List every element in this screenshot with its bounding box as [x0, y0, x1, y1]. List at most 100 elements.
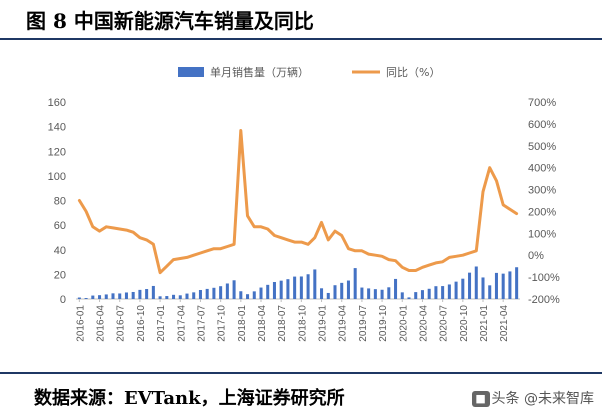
yoy-line — [77, 129, 519, 275]
bar-2020-03 — [414, 292, 418, 299]
legend-bar-swatch — [178, 67, 204, 77]
bar-2019-08 — [367, 288, 371, 299]
bar-2017-11 — [225, 283, 229, 299]
bar-2019-06 — [353, 268, 357, 299]
y-right-tick-label: 400% — [528, 163, 556, 175]
x-tick-label: 2017-10 — [217, 305, 228, 342]
bar-2018-02 — [246, 294, 250, 299]
bar-2016-08 — [124, 292, 128, 299]
watermark-text: 头条 @未来智库 — [491, 391, 594, 407]
y-left-tick-label: 140 — [48, 122, 66, 134]
x-tick-label: 2021-01 — [479, 305, 490, 342]
x-tick-label: 2019-01 — [318, 305, 329, 342]
bar-2020-08 — [447, 284, 451, 299]
y-right-tick-label: 100% — [528, 228, 556, 240]
bar-2017-03 — [172, 294, 176, 299]
bar-2021-06 — [515, 267, 519, 299]
legend-line-label: 同比（%） — [386, 66, 440, 79]
bar-2018-11 — [306, 274, 310, 299]
bar-2016-04 — [98, 295, 102, 299]
bar-2016-07 — [118, 293, 122, 299]
y-left-tick-label: 160 — [48, 97, 66, 109]
bar-2018-07 — [279, 280, 283, 299]
x-tick-label: 2020-01 — [398, 305, 409, 342]
x-tick-label: 2020-04 — [418, 305, 429, 342]
y-left-tick-label: 60 — [54, 220, 66, 232]
bar-2016-02 — [84, 298, 88, 299]
bar-2017-08 — [205, 288, 209, 299]
bar-2020-10 — [461, 278, 465, 299]
bar-2016-12 — [151, 285, 155, 299]
y-left-tick-label: 80 — [54, 196, 66, 208]
x-tick-label: 2019-07 — [358, 305, 369, 342]
bar-2020-07 — [441, 286, 445, 299]
y-left-tick-label: 0 — [60, 294, 66, 306]
y-right-tick-label: -200% — [528, 294, 560, 306]
bar-2019-05 — [346, 280, 350, 299]
bar-2016-06 — [111, 293, 115, 299]
y-right-tick-label: 200% — [528, 206, 556, 218]
figure-title: 图 8 中国新能源汽车销量及同比 — [26, 9, 314, 33]
y-left-tick-label: 120 — [48, 146, 66, 158]
bar-2018-03 — [252, 291, 256, 299]
x-tick-label: 2016-07 — [116, 305, 127, 342]
sales-chart: 0 20 40 60 80 100 120 140 160 -200% -100% 0% 100% 200… — [48, 65, 560, 342]
bar-2021-02 — [488, 285, 492, 299]
y-left-tick-label: 100 — [48, 171, 66, 183]
bar-2016-01 — [77, 297, 81, 299]
bar-2016-10 — [138, 289, 142, 299]
y-right-tick-label: 300% — [528, 185, 556, 197]
bar-2017-01 — [158, 296, 162, 299]
figure-title-bar: 图 8 中国新能源汽车销量及同比 — [0, 0, 602, 40]
bar-2018-01 — [239, 291, 243, 299]
x-tick-label: 2016-04 — [96, 305, 107, 342]
y-right-tick-label: 0% — [528, 250, 544, 262]
bar-2019-07 — [360, 287, 364, 299]
bar-2017-12 — [232, 280, 236, 299]
y-right-tick-label: -100% — [528, 272, 560, 284]
x-tick-label: 2018-10 — [297, 305, 308, 342]
y-left-tick-label: 20 — [54, 269, 66, 281]
bar-2016-09 — [131, 291, 135, 299]
bar-2019-03 — [333, 285, 337, 299]
bar-2020-05 — [427, 288, 431, 299]
x-tick-label: 2017-01 — [156, 305, 167, 342]
x-tick-label: 2019-10 — [378, 305, 389, 342]
bar-2019-11 — [387, 287, 391, 299]
x-tick-label: 2018-07 — [277, 305, 288, 342]
bar-2017-06 — [192, 292, 196, 299]
bar-2017-07 — [198, 290, 202, 299]
bar-2018-08 — [286, 279, 290, 299]
y-right-tick-label: 700% — [528, 97, 556, 109]
y-right-tick-label: 600% — [528, 119, 556, 131]
bar-2018-04 — [259, 287, 263, 299]
bar-2020-01 — [400, 292, 404, 299]
bar-2017-05 — [185, 293, 189, 299]
bar-2020-04 — [420, 290, 424, 299]
watermark: ■ 头条 @未来智库 — [471, 388, 594, 408]
x-tick-label: 2021-04 — [499, 305, 510, 342]
bar-2019-04 — [340, 282, 344, 299]
bar-2016-05 — [104, 294, 108, 299]
bar-2019-10 — [380, 289, 384, 299]
x-tick-label: 2018-01 — [237, 305, 248, 342]
bar-2019-09 — [373, 289, 377, 299]
x-tick-label: 2016-10 — [136, 305, 147, 342]
bar-2018-12 — [313, 269, 317, 299]
bar-2019-02 — [326, 292, 330, 299]
bar-2018-05 — [266, 284, 270, 299]
bar-2017-09 — [212, 287, 216, 299]
x-tick-label: 2020-10 — [459, 305, 470, 342]
legend-bar-label: 单月销售量（万辆） — [210, 65, 309, 79]
bar-2021-05 — [508, 271, 512, 299]
bar-2020-12 — [474, 266, 478, 299]
bar-2021-03 — [494, 272, 498, 299]
x-tick-label: 2020-07 — [439, 305, 450, 342]
x-tick-label: 2017-04 — [176, 305, 187, 342]
bar-2021-04 — [501, 273, 505, 299]
bar-2020-09 — [454, 281, 458, 299]
bar-2020-06 — [434, 286, 438, 299]
bar-2017-10 — [219, 286, 223, 299]
source-note: 数据来源：EVTank，上海证券研究所 — [34, 388, 345, 409]
bar-2018-10 — [299, 276, 303, 299]
